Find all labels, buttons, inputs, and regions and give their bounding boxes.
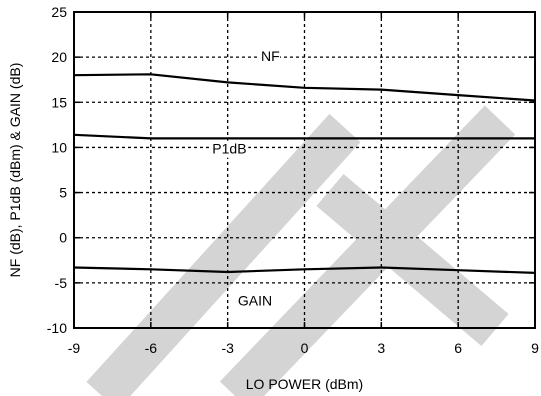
series-label-bg bbox=[210, 140, 249, 158]
series-labels: NF P1dB GAIN bbox=[210, 47, 280, 310]
y-tick-label: 10 bbox=[51, 139, 67, 155]
x-tick-label: 3 bbox=[377, 340, 385, 356]
x-tick-label: 0 bbox=[301, 340, 309, 356]
series-label-gain: GAIN bbox=[238, 292, 272, 308]
y-tick-label: 25 bbox=[51, 4, 67, 20]
watermark-stroke bbox=[316, 173, 509, 347]
x-tick-labels: -9 -6 -3 0 3 6 9 bbox=[68, 340, 539, 356]
watermark-stroke bbox=[86, 113, 361, 396]
y-tick-labels: -10 -5 0 5 10 15 20 25 bbox=[47, 4, 67, 336]
y-tick-label: -10 bbox=[47, 320, 67, 336]
x-tick-label: 9 bbox=[531, 340, 539, 356]
series-label-nf: NF bbox=[261, 48, 280, 64]
series-label-bg bbox=[235, 292, 274, 310]
series-label-p1db: P1dB bbox=[212, 141, 246, 157]
chart-series-group bbox=[73, 73, 536, 274]
series-line-gain bbox=[73, 266, 536, 274]
y-tick-label: 5 bbox=[59, 185, 67, 201]
y-tick-label: 0 bbox=[59, 230, 67, 246]
y-axis-label: NF (dB), P1dB (dBm) & GAIN (dB) bbox=[7, 63, 23, 278]
x-tick-label: -6 bbox=[145, 340, 158, 356]
x-axis-label: LO POWER (dBm) bbox=[246, 376, 363, 392]
y-tick-label: 15 bbox=[51, 94, 67, 110]
chart-grid bbox=[74, 12, 535, 328]
y-tick-label: -5 bbox=[55, 275, 68, 291]
axis-ticks bbox=[73, 11, 536, 329]
y-tick-label: 20 bbox=[51, 49, 67, 65]
series-line-p1db bbox=[73, 133, 535, 140]
watermark-graphic bbox=[86, 105, 516, 396]
x-tick-label: -9 bbox=[68, 340, 81, 356]
x-tick-label: 6 bbox=[454, 340, 462, 356]
x-tick-label: -3 bbox=[221, 340, 234, 356]
watermark-stroke bbox=[219, 105, 516, 396]
series-label-bg bbox=[258, 47, 280, 65]
series-line-nf bbox=[73, 73, 536, 102]
